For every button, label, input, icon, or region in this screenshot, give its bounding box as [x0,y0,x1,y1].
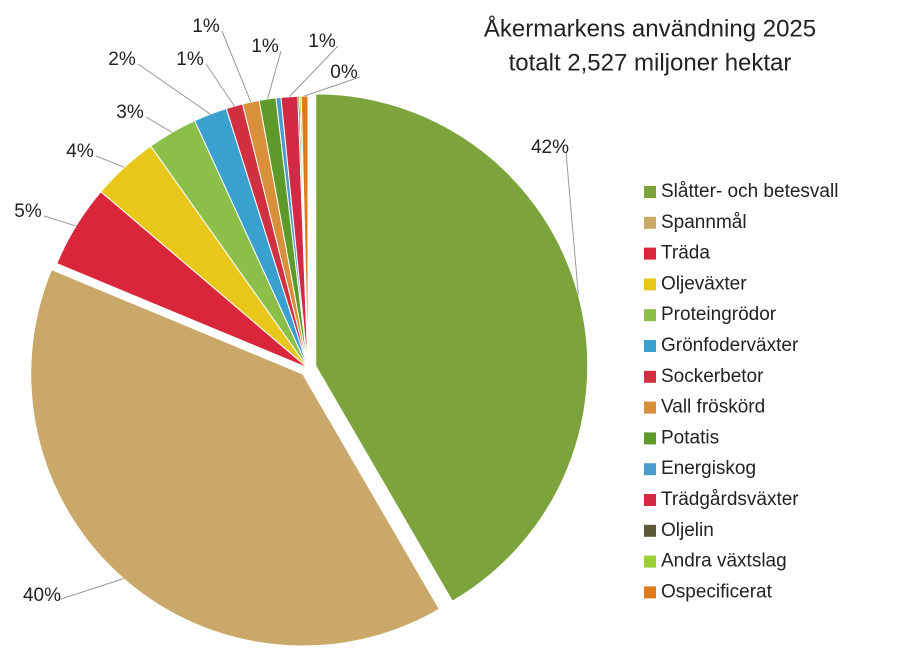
legend-label: Träda [661,243,710,264]
legend-label: Energiskog [661,458,756,479]
legend-swatch [644,401,656,414]
data-label: 4% [66,141,94,162]
leader-line [95,155,125,168]
leader-line [205,63,235,107]
leader-line [137,63,211,115]
leader-line [565,151,579,296]
legend-swatch [644,494,656,506]
legend-label: Vall fröskörd [661,397,765,418]
chart-subtitle: totalt 2,527 miljoner hektar [509,49,792,76]
legend-swatch [644,370,656,383]
legend-label: Slåtter- och betesvall [661,181,838,202]
data-label: 3% [116,102,144,123]
leader-line [57,578,124,601]
legend-swatch [644,340,656,352]
legend-swatch [644,555,656,568]
legend-label: Oljeväxter [661,273,747,294]
chart-title: Åkermarkens användning 2025 [484,14,816,42]
leader-line [289,45,339,97]
legend-label: Grönfoderväxter [661,335,799,356]
data-label: 1% [176,49,204,70]
legend-label: Spannmål [661,212,747,233]
legend-swatch [644,278,656,291]
leader-line [304,76,361,97]
data-label: 2% [108,49,136,70]
data-label: 0% [330,62,358,83]
legend-label: Potatis [661,427,719,448]
legend-swatch [644,247,656,260]
legend-swatch [644,186,656,198]
leader-line [267,50,282,100]
leader-line [145,116,173,133]
leader-line [43,215,77,227]
legend-label: Trädgårdsväxter [661,489,799,510]
data-label: 1% [192,16,220,37]
legend-swatch [644,432,656,445]
legend-swatch [644,586,656,599]
data-label: 5% [14,201,42,222]
data-label: 42% [531,137,569,158]
legend-label: Oljelin [661,520,714,541]
pie-slice [315,93,589,602]
data-label: 40% [23,585,61,606]
legend-label: Sockerbetor [661,366,764,387]
legend-swatch [644,309,656,322]
data-label: 1% [251,36,279,57]
legend-label: Proteingrödor [661,304,777,325]
legend-swatch [644,524,656,537]
legend-label: Andra växtslag [661,551,787,572]
leader-line [221,30,252,103]
legend-swatch [644,463,656,476]
legend-label: Ospecificerat [661,581,773,602]
data-label: 1% [308,31,336,52]
legend-swatch [644,216,656,229]
